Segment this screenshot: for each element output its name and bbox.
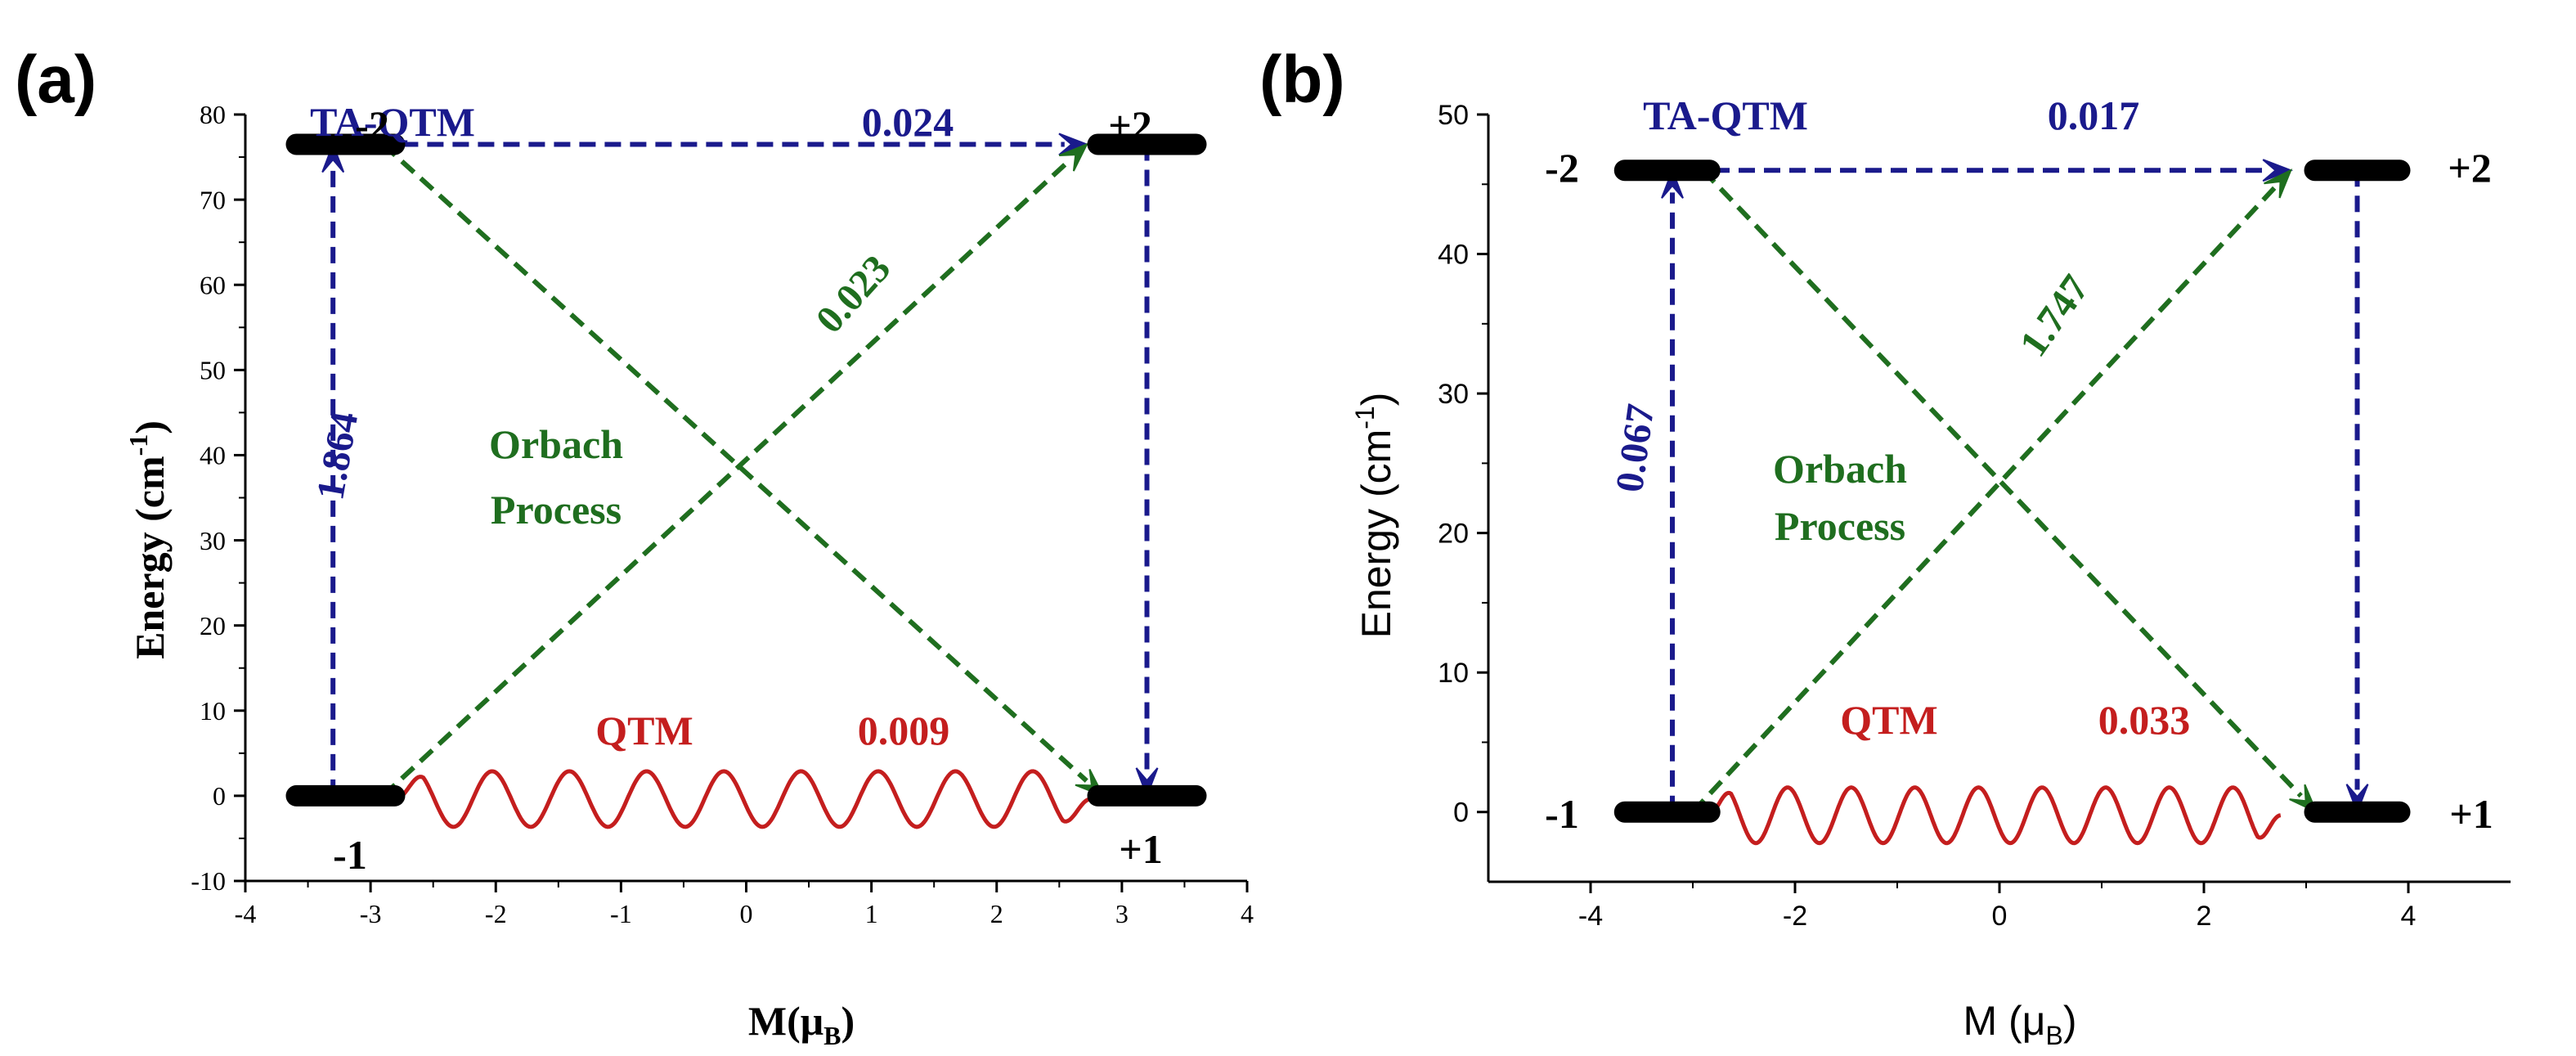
orbach-value-b: 1.747 [2012,267,2098,365]
level-label-plus2-a: +2 [1108,102,1152,148]
level-label-minus1-b: -1 [1545,791,1579,837]
level-label-plus1-a: +1 [1119,826,1163,872]
x-tick-label: 2 [990,899,1003,928]
x-tick-label: -4 [1578,901,1603,932]
level-label-plus1-b: +1 [2449,791,2493,837]
y-tick-label: 50 [200,356,226,385]
y-tick-label: 60 [200,270,226,299]
orbach-label-line1-b: Orbach [1773,446,1907,492]
level-label-plus2-b: +2 [2448,145,2492,191]
transition-excitation-arrowhead [1661,168,1684,199]
x-tick-label: -3 [360,899,382,928]
ta-qtm-label-b: TA-QTM [1643,92,1808,138]
qtm-value-b: 0.033 [2098,697,2191,743]
y-tick-label: 80 [200,100,226,129]
transition-orbach-line [1690,185,2278,814]
excitation-value-a: 1.864 [308,409,366,504]
y-tick-label: 0 [1453,798,1469,829]
level-label-minus2-a: -2 [355,102,389,148]
transition-orbach-line [381,157,1073,798]
transition-relaxation-arrowhead [2345,784,2369,815]
marks-a [285,133,1207,829]
axes-b: 0 10 20 30 40 50 -4 -2 0 2 4 [1438,100,2511,932]
x-tick-label: 2 [2197,901,2212,932]
x-tick-label: -1 [610,899,632,928]
ta-qtm-label-a: TA-QTM [310,99,475,145]
x-tick-label: -2 [485,899,507,928]
y-tick-label: 30 [1438,379,1469,410]
orbach-label-line2-a: Process [491,487,622,532]
y-tick-label: 70 [200,185,226,214]
excitation-value-b: 0.067 [1608,402,1663,495]
orbach-value-a: 0.023 [808,247,900,342]
qtm-label-a: QTM [595,708,693,753]
x-tick-label: -4 [235,899,257,928]
transition-excitation-arrowhead [321,142,345,173]
ta-qtm-value-b: 0.017 [2048,92,2140,138]
x-tick-label: 0 [740,899,753,928]
panel-label-b: (b) [1259,43,1345,117]
y-tick-label: 10 [200,696,226,726]
y-tick-label: 20 [200,611,226,640]
panel-label-a: (a) [15,43,96,117]
qtm-wave [393,769,1091,829]
y-tick-label: 20 [1438,519,1469,550]
transition-orbach-line [1701,169,2303,798]
x-tick-label: 0 [1992,901,2008,932]
y-tick-label: 30 [200,526,226,555]
x-axis-label-b: M (μB) [1963,998,2076,1050]
qtm-label-b: QTM [1840,697,1937,743]
ta-qtm-value-a: 0.024 [862,99,954,145]
x-tick-label: 1 [865,899,878,928]
y-tick-label: -10 [191,866,226,896]
x-tick-label: 3 [1115,899,1129,928]
y-tick-label: 40 [1438,239,1469,270]
orbach-label-line1-a: Orbach [489,421,623,467]
x-tick-label: 4 [2401,901,2417,932]
x-tick-label: 4 [1241,899,1254,928]
y-tick-label: 10 [1438,658,1469,689]
x-axis-label-a: M(μB) [748,998,855,1050]
y-axis-label-b: Energy (cm-1) [1350,393,1399,639]
transition-orbach-line [381,142,1088,783]
marks-b [1613,159,2411,846]
level-label-minus2-b: -2 [1545,145,1579,191]
transition-orbach-arrowhead [2264,169,2293,199]
y-tick-label: 50 [1438,100,1469,131]
y-axis-label-a: Energy (cm-1) [123,420,173,659]
transition-orbach-arrowhead [1058,142,1089,172]
transition-ta-qtm-arrowhead [2262,159,2294,182]
x-tick-label: -2 [1783,901,1807,932]
qtm-value-a: 0.009 [858,708,950,753]
orbach-label-line2-b: Process [1775,503,1905,549]
qtm-wave [1706,785,2282,846]
panel-b: (b) 0 10 20 30 40 50 -4 -2 0 2 4 M (μB) Energy (cm… [1259,43,2511,1050]
y-tick-label: 40 [200,441,226,470]
y-tick-label: 0 [213,781,226,811]
transition-relaxation-arrowhead [1135,767,1159,798]
level-label-minus1-a: -1 [333,832,367,878]
